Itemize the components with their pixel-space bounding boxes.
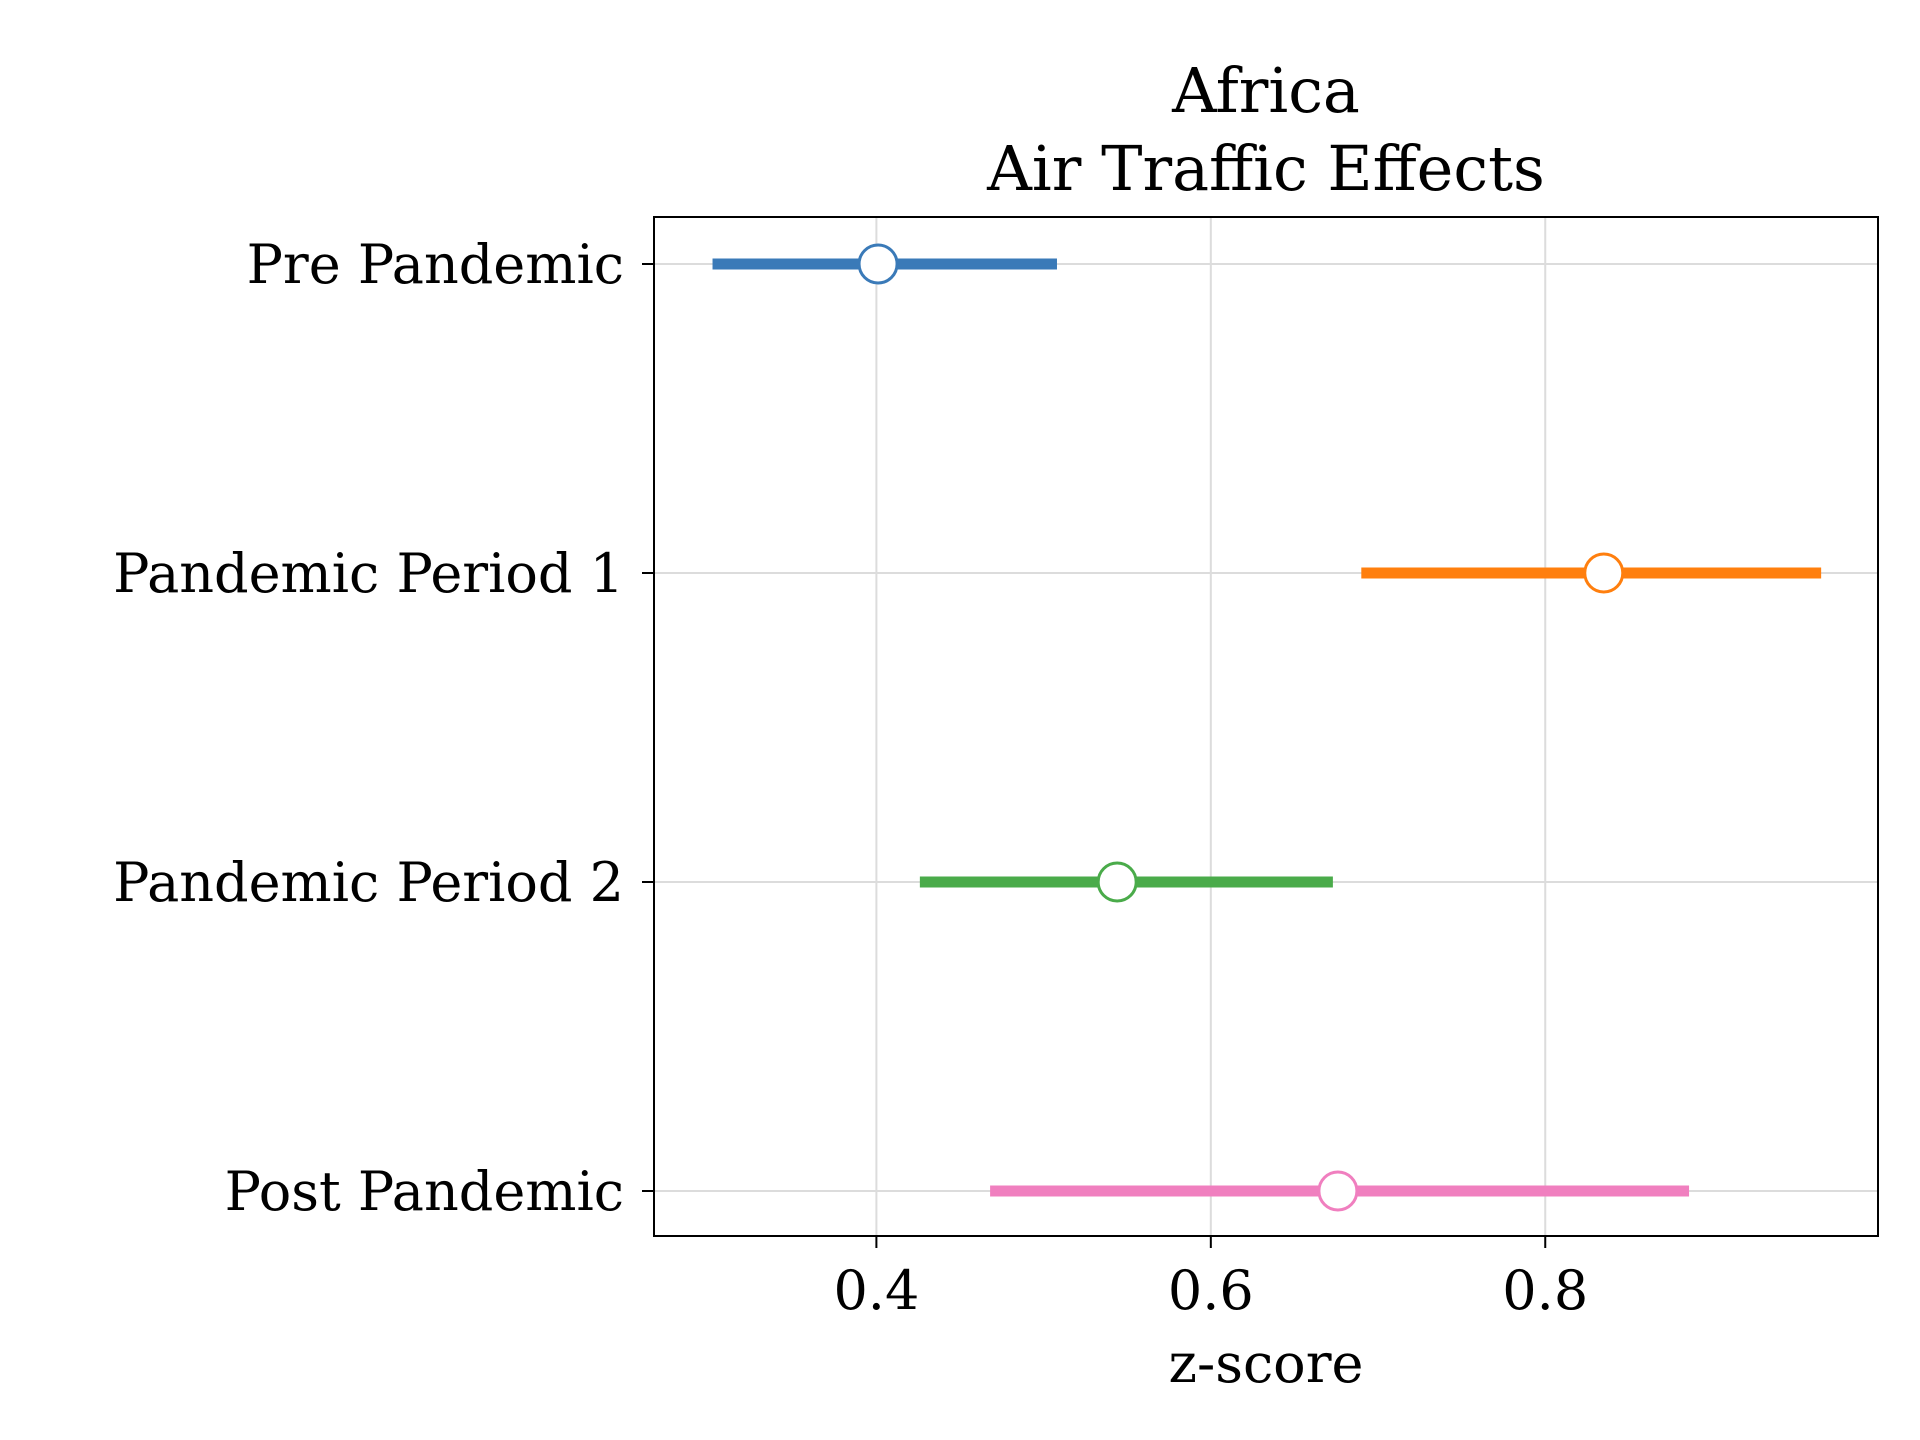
- y-axis-ticks: Pre Pandemic Pandemic Period 1 Pandemic Pe…: [113, 233, 654, 1223]
- chart-title-line-1: Africa: [1171, 54, 1360, 127]
- y-tick-label: Post Pandemic: [225, 1160, 624, 1223]
- point-estimate-marker: [1317, 1170, 1359, 1212]
- chart-title-line-2: Air Traffic Effects: [986, 132, 1545, 205]
- y-tick-label: Pandemic Period 2: [113, 851, 624, 914]
- y-tick-label: Pandemic Period 1: [113, 542, 624, 605]
- x-axis-label: z-score: [1169, 1332, 1364, 1395]
- x-tick-label: 0.8: [1502, 1259, 1588, 1322]
- x-tick-label: 0.4: [833, 1259, 919, 1322]
- point-estimate-marker: [1583, 552, 1625, 594]
- plot-area-frame: [653, 216, 1879, 1237]
- point-estimate-marker: [1096, 861, 1138, 903]
- point-estimate-marker: [857, 243, 899, 285]
- x-axis-ticks: 0.4 0.6 0.8: [833, 1236, 1588, 1322]
- error-bar-series: [712, 243, 1822, 1212]
- x-tick-label: 0.6: [1168, 1259, 1254, 1322]
- y-tick-label: Pre Pandemic: [247, 233, 624, 296]
